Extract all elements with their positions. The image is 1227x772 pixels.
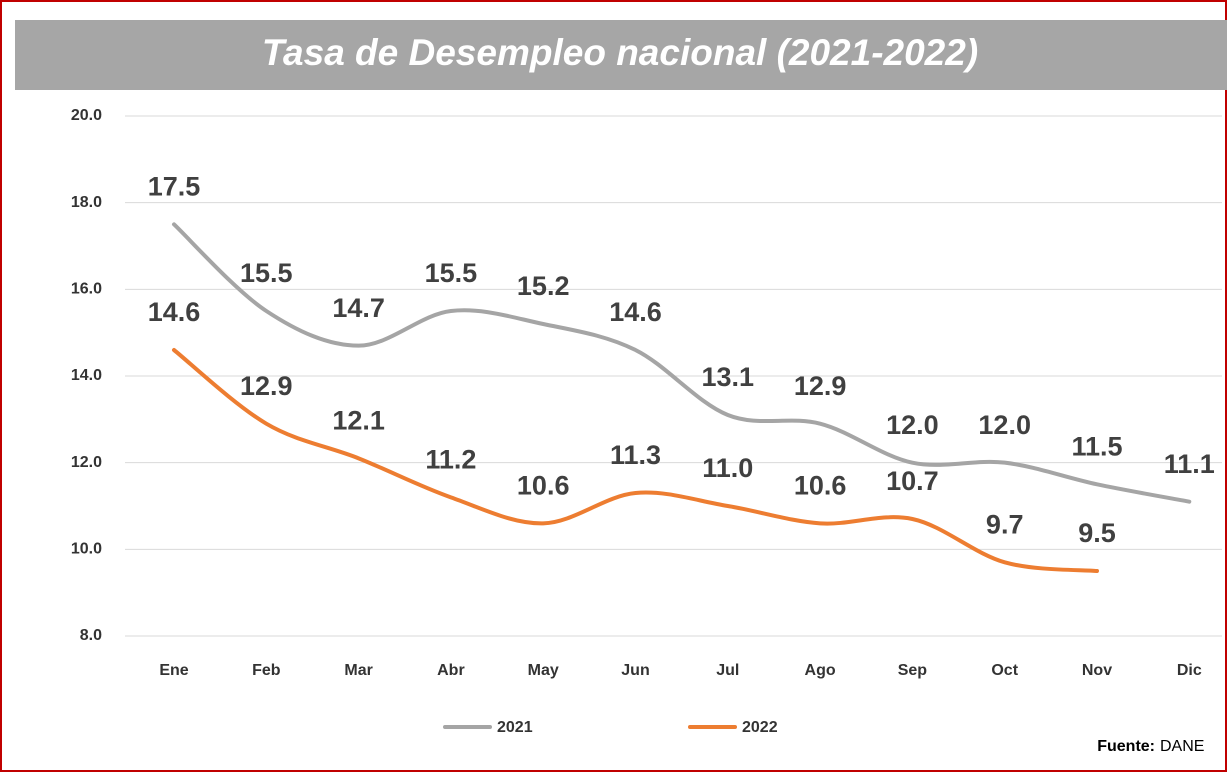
data-label: 13.1 — [702, 362, 755, 392]
data-label: 10.6 — [794, 470, 847, 500]
x-tick-label: Abr — [437, 662, 465, 679]
title-bar — [15, 20, 1227, 90]
x-tick-label: Nov — [1082, 662, 1112, 679]
x-tick-label: Oct — [991, 662, 1018, 679]
data-label: 15.2 — [517, 271, 570, 301]
data-label: 17.5 — [148, 171, 201, 201]
data-label: 9.7 — [986, 509, 1024, 539]
data-label: 11.5 — [1071, 431, 1122, 461]
data-label: 10.6 — [517, 470, 570, 500]
x-tick-label: Ago — [805, 662, 836, 679]
data-label: 11.1 — [1164, 449, 1215, 479]
x-tick-label: May — [528, 662, 559, 679]
y-tick-label: 10.0 — [71, 541, 102, 558]
legend-label: 2021 — [497, 719, 533, 736]
y-tick-label: 16.0 — [71, 281, 102, 298]
y-tick-label: 18.0 — [71, 194, 102, 211]
data-label: 15.5 — [425, 258, 478, 288]
series-line — [172, 348, 1099, 573]
legend-label: 2022 — [742, 719, 778, 736]
source: DANE — [1160, 738, 1204, 755]
data-label: 15.5 — [240, 258, 293, 288]
x-tick-label: Ene — [159, 662, 188, 679]
data-label: 10.7 — [886, 466, 939, 496]
x-tick-label: Feb — [252, 662, 281, 679]
y-tick-label: 20.0 — [71, 107, 102, 124]
x-tick-label: Jun — [621, 662, 649, 679]
data-label: 14.6 — [609, 297, 662, 327]
data-label: 12.0 — [886, 410, 939, 440]
data-label: 12.0 — [978, 410, 1031, 440]
data-label: 14.7 — [332, 293, 385, 323]
data-label: 12.1 — [332, 405, 385, 435]
data-label: 9.5 — [1078, 518, 1116, 548]
data-label: 11.0 — [702, 453, 753, 483]
data-label: 11.3 — [610, 440, 661, 470]
x-tick-label: Jul — [716, 662, 739, 679]
y-tick-label: 8.0 — [80, 627, 102, 644]
data-label: 14.6 — [148, 297, 201, 327]
data-label: 11.2 — [425, 444, 476, 474]
x-tick-label: Sep — [898, 662, 928, 679]
y-tick-label: 12.0 — [71, 454, 102, 471]
data-label: 12.9 — [240, 371, 293, 401]
series-line — [172, 222, 1192, 504]
data-label: 12.9 — [794, 371, 847, 401]
chart-title: Tasa de Desempleo nacional (2021-2022) — [262, 32, 978, 73]
source-label: Fuente: — [1097, 738, 1155, 755]
x-tick-label: Mar — [344, 662, 372, 679]
x-tick-label: Dic — [1177, 662, 1202, 679]
y-tick-label: 14.0 — [71, 367, 102, 384]
